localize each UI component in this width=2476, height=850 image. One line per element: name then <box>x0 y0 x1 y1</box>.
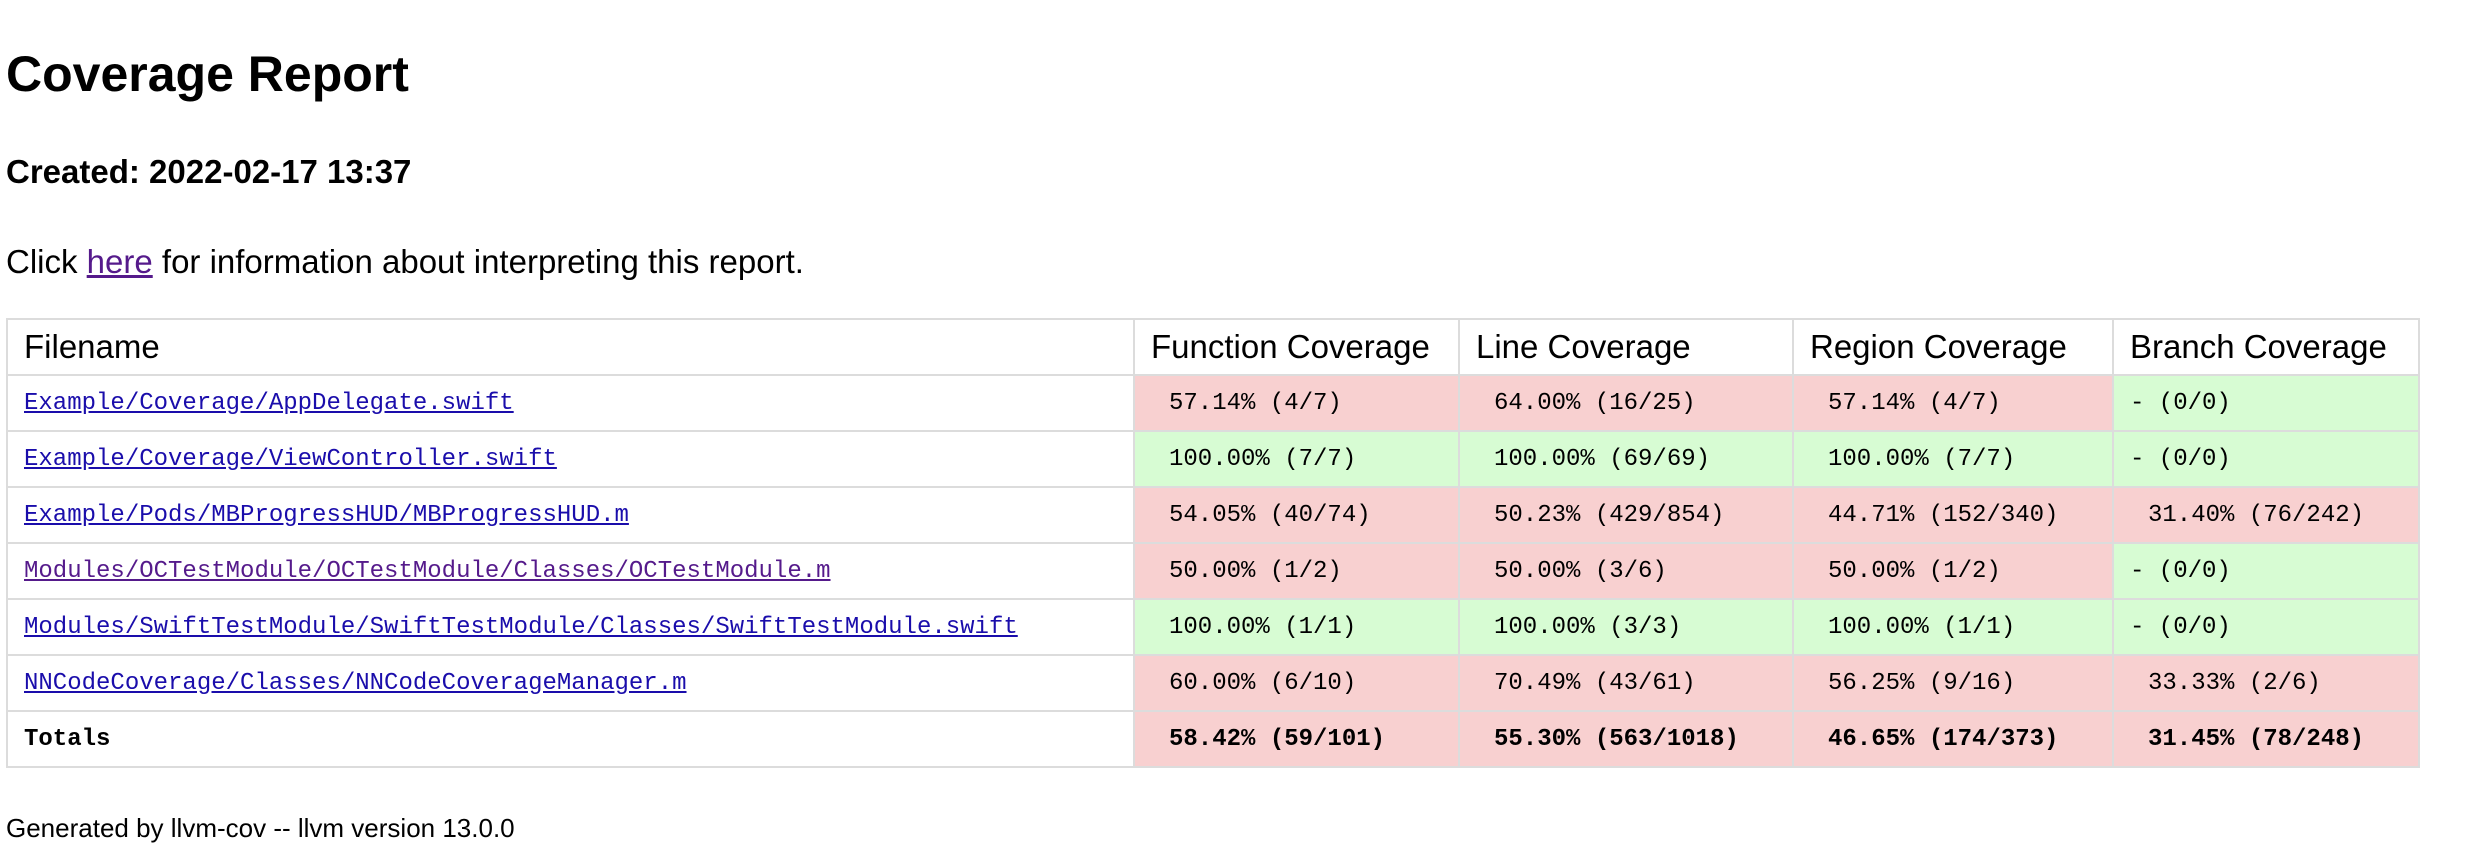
intro-after: for information about interpreting this … <box>152 243 804 280</box>
coverage-cell: 100.00% (69/69) <box>1458 430 1794 488</box>
created-date: Created: 2022-02-17 13:37 <box>6 153 412 190</box>
table-body: Example/Coverage/AppDelegate.swift 57.14%… <box>6 374 2420 768</box>
coverage-cell: 100.00% (7/7) <box>1792 430 2114 488</box>
coverage-cell: 50.00% (1/2) <box>1792 542 2114 600</box>
intro-before: Click <box>6 243 87 280</box>
file-link[interactable]: NNCodeCoverage/Classes/NNCodeCoverageMan… <box>24 669 687 697</box>
totals-label-cell: Totals <box>6 710 1135 768</box>
coverage-cell: 46.65% (174/373) <box>1792 710 2114 768</box>
column-header: Line Coverage <box>1458 318 1794 376</box>
filename-cell: Example/Coverage/ViewController.swift <box>6 430 1135 488</box>
filename-cell: Modules/SwiftTestModule/SwiftTestModule/… <box>6 598 1135 656</box>
coverage-cell: 56.25% (9/16) <box>1792 654 2114 712</box>
coverage-cell: 58.42% (59/101) <box>1133 710 1460 768</box>
coverage-cell: 57.14% (4/7) <box>1792 374 2114 432</box>
coverage-cell: 55.30% (563/1018) <box>1458 710 1794 768</box>
header-row: Filename Function Coverage Line Coverage Re… <box>6 318 2420 376</box>
file-row: Modules/SwiftTestModule/SwiftTestModule/… <box>6 598 2420 656</box>
file-link[interactable]: Example/Pods/MBProgressHUD/MBProgressHUD… <box>24 501 629 529</box>
coverage-table: Filename Function Coverage Line Coverage Re… <box>6 318 2420 768</box>
totals-row: Totals 58.42% (59/101) 55.30% (563/1018) 46… <box>6 710 2420 768</box>
filename-cell: Example/Pods/MBProgressHUD/MBProgressHUD… <box>6 486 1135 544</box>
coverage-cell: 60.00% (6/10) <box>1133 654 1460 712</box>
filename-cell: Example/Coverage/AppDelegate.swift <box>6 374 1135 432</box>
coverage-cell: 33.33% (2/6) <box>2112 654 2420 712</box>
coverage-cell: 50.00% (1/2) <box>1133 542 1460 600</box>
coverage-cell: 50.23% (429/854) <box>1458 486 1794 544</box>
intro-text: Click here for information about interpr… <box>6 242 804 282</box>
coverage-cell: - (0/0) <box>2112 542 2420 600</box>
file-row: Modules/OCTestModule/OCTestModule/Classe… <box>6 542 2420 600</box>
footer-text: Generated by llvm-cov -- llvm version 13… <box>6 813 515 843</box>
file-link[interactable]: Example/Coverage/ViewController.swift <box>24 445 557 473</box>
coverage-cell: 50.00% (3/6) <box>1458 542 1794 600</box>
filename-cell: Modules/OCTestModule/OCTestModule/Classe… <box>6 542 1135 600</box>
coverage-cell: 100.00% (1/1) <box>1133 598 1460 656</box>
file-row: NNCodeCoverage/Classes/NNCodeCoverageMan… <box>6 654 2420 712</box>
column-header: Region Coverage <box>1792 318 2114 376</box>
coverage-cell: - (0/0) <box>2112 374 2420 432</box>
coverage-cell: 100.00% (7/7) <box>1133 430 1460 488</box>
coverage-cell: 70.49% (43/61) <box>1458 654 1794 712</box>
filename-cell: NNCodeCoverage/Classes/NNCodeCoverageMan… <box>6 654 1135 712</box>
coverage-cell: 31.45% (78/248) <box>2112 710 2420 768</box>
coverage-cell: 57.14% (4/7) <box>1133 374 1460 432</box>
file-row: Example/Pods/MBProgressHUD/MBProgressHUD… <box>6 486 2420 544</box>
file-row: Example/Coverage/ViewController.swift 100… <box>6 430 2420 488</box>
file-row: Example/Coverage/AppDelegate.swift 57.14%… <box>6 374 2420 432</box>
coverage-cell: - (0/0) <box>2112 598 2420 656</box>
coverage-cell: 31.40% (76/242) <box>2112 486 2420 544</box>
coverage-cell: 100.00% (1/1) <box>1792 598 2114 656</box>
file-link[interactable]: Example/Coverage/AppDelegate.swift <box>24 389 514 417</box>
coverage-cell: 54.05% (40/74) <box>1133 486 1460 544</box>
file-link[interactable]: Modules/SwiftTestModule/SwiftTestModule/… <box>24 613 1018 641</box>
coverage-cell: 64.00% (16/25) <box>1458 374 1794 432</box>
column-header: Branch Coverage <box>2112 318 2420 376</box>
coverage-cell: 44.71% (152/340) <box>1792 486 2114 544</box>
file-link[interactable]: Modules/OCTestModule/OCTestModule/Classe… <box>24 557 831 585</box>
column-header: Filename <box>6 318 1135 376</box>
coverage-cell: 100.00% (3/3) <box>1458 598 1794 656</box>
coverage-cell: - (0/0) <box>2112 430 2420 488</box>
column-header: Function Coverage <box>1133 318 1460 376</box>
help-link[interactable]: here <box>86 243 153 280</box>
report-title: Coverage Report <box>6 46 409 102</box>
